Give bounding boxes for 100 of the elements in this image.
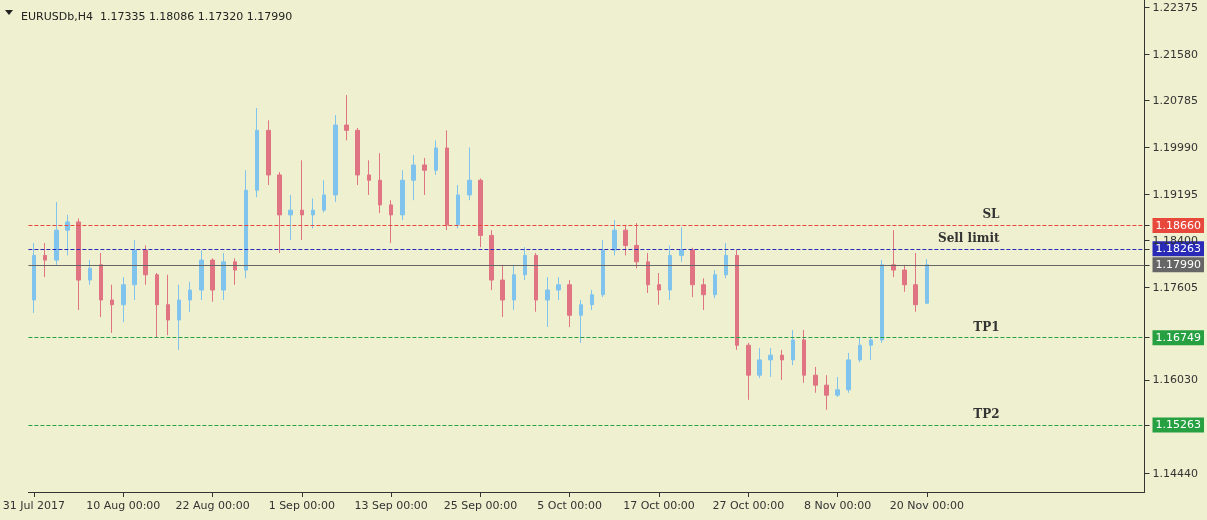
- x-tick-label: 27 Oct 00:00: [712, 499, 785, 512]
- y-tick-label: 1.19195: [1152, 187, 1199, 201]
- candlestick: [478, 177, 483, 248]
- ref-line-label: TP2: [973, 406, 1000, 421]
- candlestick: [199, 249, 204, 301]
- candlestick: [735, 249, 739, 351]
- candlestick: [523, 246, 527, 281]
- candlestick: [244, 169, 248, 279]
- y-tick-label: 1.19990: [1152, 140, 1199, 154]
- candlestick: [612, 219, 617, 256]
- candlestick: [835, 376, 840, 398]
- candlestick: [925, 258, 929, 305]
- x-tick-label: 17 Oct 00:00: [623, 499, 695, 512]
- candlestick: [556, 276, 561, 301]
- candlestick: [355, 127, 360, 186]
- x-tick-label: 13 Sep 00:00: [354, 499, 428, 512]
- x-tick-label: 25 Sep 00:00: [443, 499, 518, 512]
- candlestick: [846, 352, 851, 394]
- y-tick-label: 1.21580: [1152, 47, 1199, 61]
- candlestick: [344, 94, 349, 141]
- y-tick-label: 1.22375: [1152, 0, 1199, 14]
- candlestick: [389, 199, 393, 244]
- y-tick-label: 1.17990: [1155, 258, 1202, 272]
- candlestick: [590, 289, 594, 311]
- candlestick: [724, 242, 728, 279]
- ref-line-label: SL: [982, 207, 1001, 222]
- candlestick: [155, 272, 159, 338]
- candlestick: [567, 279, 572, 328]
- candlestick: [512, 264, 516, 311]
- candlestick: [210, 257, 215, 303]
- candlestick: [300, 159, 304, 241]
- candlestick: [43, 242, 47, 278]
- candlestick: [824, 374, 829, 411]
- candlestick: [88, 259, 92, 286]
- candlestick: [132, 239, 137, 301]
- candlestick: [902, 264, 907, 293]
- candlestick: [858, 336, 862, 363]
- x-tick-label: 5 Oct 00:00: [537, 499, 603, 512]
- candlestick: [701, 277, 706, 311]
- candlestick: [65, 214, 70, 256]
- y-tick-label: 1.20785: [1152, 94, 1199, 108]
- x-tick-label: 10 Aug 00:00: [86, 499, 161, 512]
- candlestick: [891, 229, 896, 278]
- candlestick: [166, 274, 170, 336]
- ref-line-label: TP1: [973, 319, 1000, 334]
- candlestick: [802, 329, 806, 384]
- candlestick: [411, 154, 416, 201]
- x-tick-label: 31 Jul 2017: [2, 499, 66, 512]
- candlestick: [76, 217, 81, 311]
- candlestick: [869, 336, 873, 361]
- candlestick: [690, 247, 695, 298]
- y-tick-label: 1.16030: [1152, 373, 1199, 387]
- candlestick: [32, 242, 36, 314]
- ref-line-label: Sell limit: [938, 230, 1000, 245]
- text: EURUSDb,H4 1.17335 1.18086 1.17320 1.17990: [21, 10, 293, 23]
- y-tick-label: 1.18660: [1155, 218, 1202, 232]
- y-tick-label: 1.15263: [1155, 418, 1202, 432]
- y-tick-label: 1.17605: [1152, 280, 1199, 294]
- candlestick: [367, 159, 371, 196]
- candlestick: [713, 269, 717, 299]
- candlestick: [322, 179, 326, 214]
- candlestick: [99, 252, 103, 318]
- candlestick: [913, 252, 918, 313]
- candlestick: [634, 222, 639, 269]
- candlestick: [813, 366, 818, 394]
- candlestick: [422, 157, 427, 196]
- candlestick: [534, 252, 538, 313]
- candlestick: [500, 264, 505, 318]
- candlestick: [188, 281, 192, 313]
- candlestick: [623, 224, 628, 256]
- y-tick-label: 1.16749: [1155, 331, 1202, 345]
- candlestick: [177, 284, 181, 351]
- candlestick: [545, 276, 550, 328]
- candlestick: [277, 171, 282, 254]
- candlestick: [110, 284, 114, 334]
- candlestick: [668, 244, 672, 301]
- x-tick-label: 1 Sep 00:00: [268, 499, 336, 512]
- candlestick: [780, 349, 784, 381]
- candlestick: [657, 272, 661, 306]
- candlestick: [445, 129, 449, 231]
- candlestick: [288, 194, 293, 241]
- candlestick: [746, 342, 751, 401]
- candlestick: [579, 299, 583, 344]
- candlestick: [311, 197, 315, 229]
- candlestick: [143, 244, 148, 286]
- candlestick: [400, 169, 405, 221]
- candlestick: [646, 252, 650, 294]
- candlestick: [489, 229, 494, 291]
- candlestick: [601, 239, 605, 298]
- candlestick: [880, 259, 884, 344]
- x-tick-label: 8 Nov 00:00: [804, 499, 872, 512]
- candlestick: [768, 347, 773, 378]
- candlestick: [456, 184, 460, 229]
- y-tick-label: 1.14440: [1152, 466, 1199, 480]
- candlestick: [121, 276, 126, 323]
- candlestick: [434, 139, 438, 176]
- candlestick: [255, 107, 259, 198]
- x-tick-label: 22 Aug 00:00: [175, 499, 250, 512]
- candlestick: [679, 226, 684, 263]
- candlestick: [266, 119, 271, 186]
